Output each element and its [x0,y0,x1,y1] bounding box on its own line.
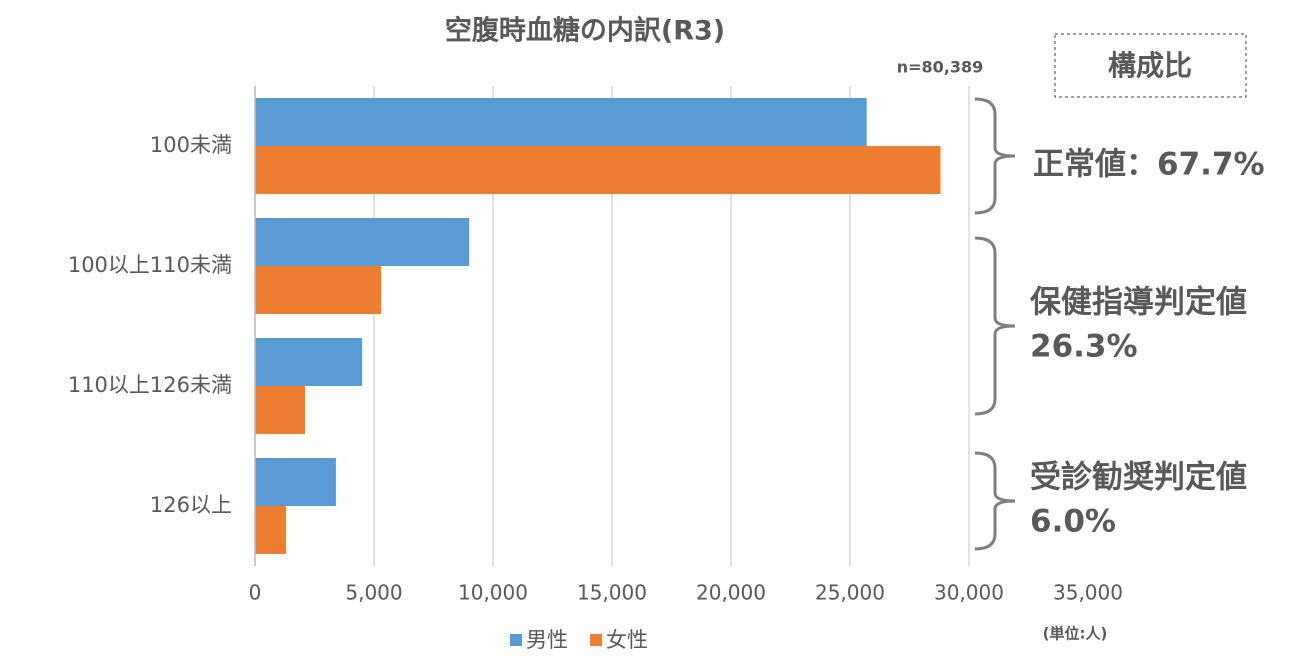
bracket [974,236,1016,416]
x-tick-label: 20,000 [696,581,766,605]
x-tick-label: 25,000 [815,581,885,605]
bar [255,338,363,386]
unit-note: (単位:人) [1043,625,1108,643]
x-tick-label: 30,000 [934,581,1004,605]
x-tick-label: 5,000 [345,581,402,605]
y-tick-label: 100以上110未満 [68,253,232,277]
y-tick-label: 110以上126未満 [68,373,232,397]
x-tick-label: 35,000 [1053,581,1123,605]
bar [255,386,305,434]
group-label: 6.0% [1030,504,1116,540]
bracket [974,451,1016,551]
bar [255,506,286,554]
x-tick-label: 10,000 [458,581,528,605]
legend-swatch [510,634,522,646]
bracket [974,97,1016,215]
x-tick-label: 0 [249,581,262,605]
ratio-header: 構成比 [1108,49,1192,82]
sample-size: n=80,389 [897,58,984,77]
y-tick-label: 126以上 [150,493,232,517]
bar [255,458,336,506]
ratio-header-box [1054,33,1247,98]
legend-swatch [590,634,602,646]
bar [255,98,867,146]
group-label: 受診勧奨判定値 [1030,460,1247,496]
legend-label: 女性 [606,628,648,652]
chart-title: 空腹時血糖の内訳(R3) [445,15,725,47]
annotation-bg [972,86,1296,566]
group-label: 保健指導判定値 [1030,285,1247,321]
group-label: 26.3% [1030,329,1138,365]
x-tick-label: 15,000 [577,581,647,605]
bar [255,146,941,194]
bar [255,266,382,314]
legend-label: 男性 [526,628,568,652]
y-tick-label: 100未満 [150,133,232,157]
group-label: 正常値：67.7% [1033,147,1265,183]
bar [255,218,470,266]
